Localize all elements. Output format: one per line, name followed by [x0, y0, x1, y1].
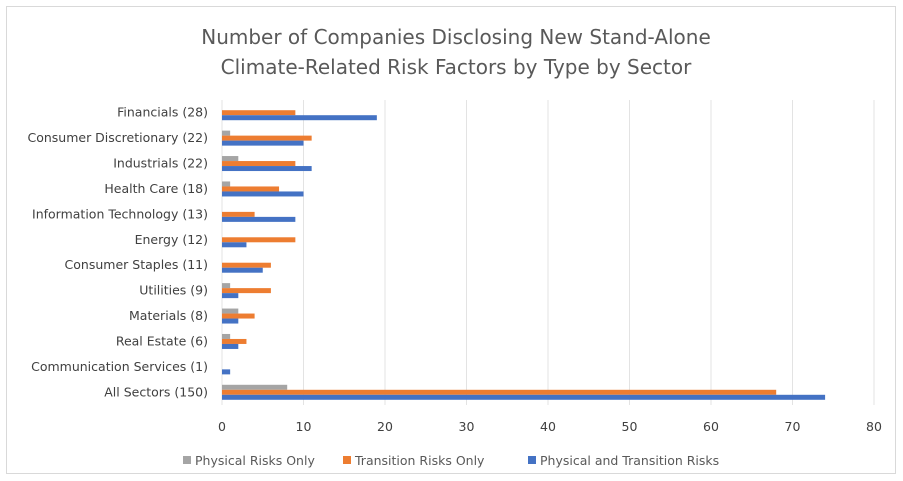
category-label: Consumer Staples (11)	[65, 257, 208, 272]
category-label: Industrials (22)	[113, 156, 208, 171]
bar	[222, 216, 296, 222]
legend-label: Transition Risks Only	[354, 453, 485, 468]
bar	[222, 293, 239, 299]
bar	[222, 288, 271, 294]
category-label: Materials (8)	[129, 308, 208, 323]
chart-title-line-1: Number of Companies Disclosing New Stand…	[201, 25, 711, 49]
gridlines	[221, 100, 875, 405]
x-tick-label: 10	[296, 419, 312, 434]
bar	[222, 384, 288, 390]
bar	[222, 262, 271, 268]
bar	[222, 110, 296, 116]
legend-swatch	[183, 456, 191, 464]
category-label: Energy (12)	[135, 232, 208, 247]
legend-swatch	[343, 456, 351, 464]
bar	[222, 338, 247, 344]
bar	[222, 130, 231, 136]
category-label: Consumer Discretionary (22)	[27, 130, 208, 145]
legend-label: Physical Risks Only	[195, 453, 315, 468]
bar	[222, 115, 377, 121]
bar	[222, 267, 263, 273]
bar	[222, 283, 231, 289]
bar	[222, 211, 255, 217]
bar	[222, 140, 304, 146]
chart-title-line-2: Climate-Related Risk Factors by Type by …	[221, 55, 692, 79]
legend-swatch	[528, 456, 536, 464]
bar	[222, 161, 296, 167]
category-label: Real Estate (6)	[116, 333, 208, 348]
x-tick-label: 80	[866, 419, 882, 434]
category-label: Utilities (9)	[139, 283, 208, 298]
bar	[222, 242, 247, 248]
bar	[222, 166, 312, 172]
x-tick-label: 60	[703, 419, 719, 434]
bar	[222, 237, 296, 243]
bar	[222, 156, 239, 162]
bar	[222, 186, 280, 192]
x-tick-label: 0	[218, 419, 226, 434]
bars	[222, 110, 826, 400]
x-tick-label: 20	[377, 419, 393, 434]
bar	[222, 191, 304, 197]
x-axis-ticks: 0 10 20 30 40 50 60 70 80	[218, 419, 882, 434]
x-tick-label: 50	[622, 419, 638, 434]
category-label: Communication Services (1)	[31, 359, 208, 374]
x-tick-label: 40	[540, 419, 556, 434]
category-labels: Financials (28) Consumer Discretionary (2…	[27, 105, 208, 400]
bar	[222, 333, 231, 339]
category-label: All Sectors (150)	[104, 384, 208, 399]
bar	[222, 389, 777, 395]
bar	[222, 394, 826, 400]
bar	[222, 313, 255, 319]
bar	[222, 308, 239, 314]
category-label: Financials (28)	[117, 105, 208, 120]
bar	[222, 181, 231, 187]
bar	[222, 318, 239, 324]
bar	[222, 369, 231, 375]
bar	[222, 135, 312, 141]
legend: Physical Risks Only Transition Risks Only…	[183, 453, 719, 468]
bar	[222, 343, 239, 349]
category-label: Health Care (18)	[104, 181, 208, 196]
x-tick-label: 70	[785, 419, 801, 434]
legend-label: Physical and Transition Risks	[540, 453, 719, 468]
category-label: Information Technology (13)	[32, 206, 208, 221]
x-tick-label: 30	[459, 419, 475, 434]
